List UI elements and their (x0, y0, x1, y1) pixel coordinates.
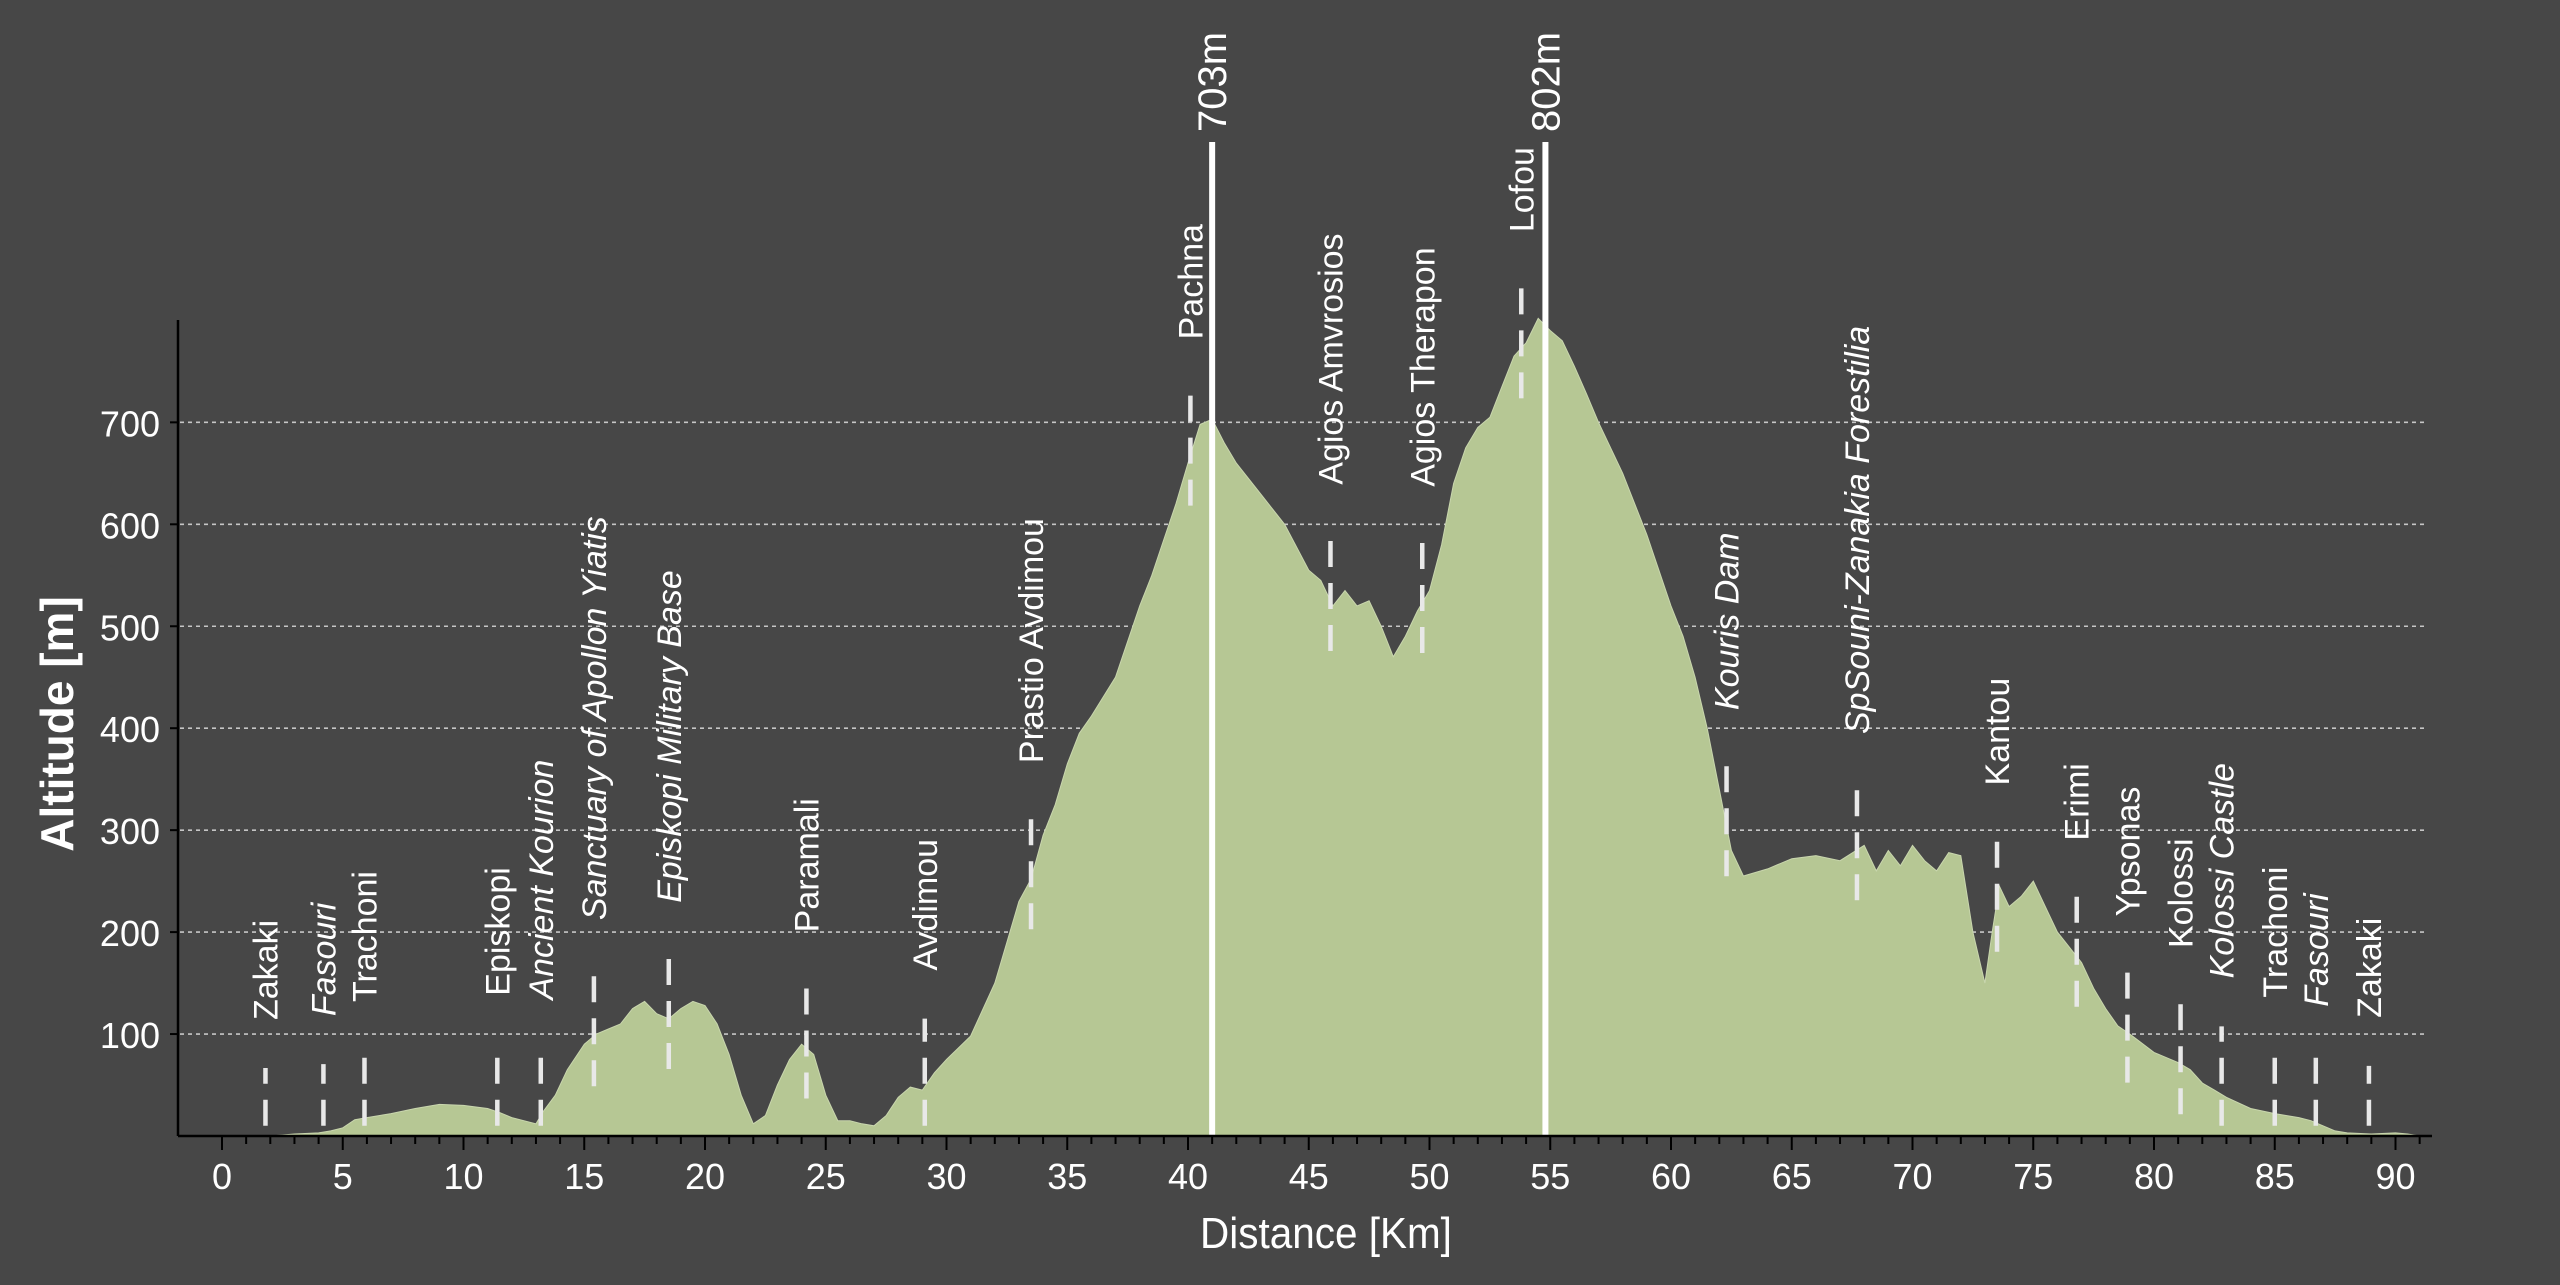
peak-layer: 703m 802m (1191, 32, 1568, 1136)
waypoint-label-19: Kolossi (2163, 838, 2201, 948)
waypoint-label-9: Prastio Avdimou (1013, 518, 1051, 763)
waypoint-layer: Zakaki Fasouri Trachoni Episkopi Ancient Kou… (247, 147, 2389, 1126)
y-tick-label-700: 700 (100, 403, 160, 444)
waypoint-label-15: SpSouni-Zanakia Forestilia (1839, 326, 1877, 734)
waypoint-label-4: Ancient Kourion (523, 760, 561, 1002)
area-layer (222, 317, 2420, 1137)
y-axis-label: Altitude [m] (31, 596, 83, 852)
waypoint-label-20: Kolossi Castle (2204, 763, 2242, 978)
elevation-area (222, 317, 2420, 1137)
x-tick-label-30: 30 (926, 1156, 966, 1197)
waypoint-label-17: Erimi (2059, 763, 2097, 840)
waypoint-label-2: Trachoni (346, 871, 384, 1002)
y-tick-label-100: 100 (100, 1015, 160, 1056)
peak-label-1: 802m (1524, 32, 1568, 132)
waypoint-label-10: Pachna (1172, 224, 1210, 339)
x-tick-label-45: 45 (1289, 1156, 1329, 1197)
x-tick-label-50: 50 (1409, 1156, 1449, 1197)
x-tick-label-55: 55 (1530, 1156, 1570, 1197)
axis-layer: 100 200 300 400 500 600 700 0 5 10 15 20 25 30 35 40 45 5… (100, 320, 2432, 1197)
y-tick-label-500: 500 (100, 607, 160, 648)
waypoint-label-8: Avdimou (907, 839, 945, 971)
x-tick-label-85: 85 (2255, 1156, 2295, 1197)
waypoint-label-0: Zakaki (247, 920, 285, 1020)
y-tick-label-300: 300 (100, 811, 160, 852)
x-tick-label-60: 60 (1651, 1156, 1691, 1197)
x-tick-label-20: 20 (685, 1156, 725, 1197)
x-tick-label-35: 35 (1047, 1156, 1087, 1197)
waypoint-label-16: Kantou (1979, 678, 2017, 786)
x-tick-label-75: 75 (2013, 1156, 2053, 1197)
waypoint-label-1: Fasouri (305, 901, 343, 1016)
waypoint-label-13: Lofou (1503, 147, 1541, 232)
x-tick-label-70: 70 (1892, 1156, 1932, 1197)
waypoint-label-14: Kouris Dam (1709, 532, 1747, 710)
x-tick-label-5: 5 (333, 1156, 353, 1197)
x-tick-label-65: 65 (1772, 1156, 1812, 1197)
y-tick-label-200: 200 (100, 913, 160, 954)
x-tick-label-15: 15 (564, 1156, 604, 1197)
x-tick-label-40: 40 (1168, 1156, 1208, 1197)
waypoint-label-7: Paramali (788, 798, 826, 932)
waypoint-label-21: Trachoni (2257, 867, 2295, 998)
x-tick-label-80: 80 (2134, 1156, 2174, 1197)
y-tick-label-400: 400 (100, 709, 160, 750)
waypoint-label-22: Fasouri (2298, 892, 2336, 1007)
x-axis-label: Distance [Km] (1200, 1208, 1452, 1257)
waypoint-label-5: Sanctuary of Apollon Yiatis (576, 516, 614, 920)
waypoint-label-6: Episkopi Military Base (651, 570, 689, 903)
waypoint-label-11: Agios Amvrosios (1312, 233, 1350, 484)
x-tick-label-10: 10 (443, 1156, 483, 1197)
waypoint-label-12: Agios Therapon (1404, 247, 1442, 486)
y-tick-label-600: 600 (100, 505, 160, 546)
x-tick-label-0: 0 (212, 1156, 232, 1197)
waypoint-label-3: Episkopi (479, 867, 517, 996)
x-tick-label-90: 90 (2375, 1156, 2415, 1197)
x-tick-label-25: 25 (806, 1156, 846, 1197)
peak-label-0: 703m (1191, 32, 1235, 132)
waypoint-label-23: Zakaki (2351, 918, 2389, 1018)
waypoint-label-18: Ypsonas (2109, 787, 2147, 917)
